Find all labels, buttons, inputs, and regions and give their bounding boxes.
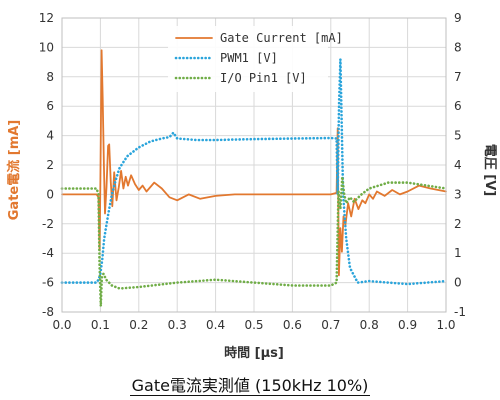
x-tick-label: 0.7 — [321, 318, 340, 332]
legend-label-gate-current: Gate Current [mA] — [220, 31, 343, 45]
y-left-tick-label: 12 — [39, 11, 54, 25]
y-right-tick-label: 6 — [454, 99, 462, 113]
x-tick-label: 0.8 — [360, 318, 379, 332]
y-left-tick-label: -4 — [42, 246, 54, 260]
y-left-tick-label: -6 — [42, 276, 54, 290]
x-tick-label: 0.9 — [398, 318, 417, 332]
y-left-tick-label: -2 — [42, 217, 54, 231]
y-left-tick-label: -8 — [42, 305, 54, 319]
y-right-tick-label: 4 — [454, 158, 462, 172]
y-right-tick-label: 1 — [454, 246, 462, 260]
legend: Gate Current [mA] PWM1 [V] I/O Pin1 [V] — [168, 26, 343, 92]
y-right-tick-label: -1 — [454, 305, 466, 319]
y-right-tick-label: 3 — [454, 187, 462, 201]
y-axis-right-label: 電圧 [V] — [482, 144, 497, 196]
y-left-tick-label: 10 — [39, 40, 54, 54]
y-right-tick-label: 0 — [454, 276, 462, 290]
y-left-tick-label: 0 — [46, 187, 54, 201]
plot-frame — [61, 17, 447, 313]
series-line-io-pin1 — [60, 175, 448, 308]
series-line-pwm1 — [60, 57, 448, 286]
series-layer — [60, 49, 448, 308]
x-tick-label: 0.3 — [168, 318, 187, 332]
caption-text: Gate電流実測値 (150kHz 10%) — [129, 376, 371, 396]
y-right-tick-label: 7 — [454, 70, 462, 84]
x-tick-label: 0.4 — [206, 318, 225, 332]
chart: 0.0 0.1 0.2 0.3 0.4 0.5 0.6 0.7 0.8 0.9 1.0 -8 -6 -4 -… — [6, 11, 497, 361]
chart-caption: Gate電流実測値 (150kHz 10%) — [0, 372, 500, 396]
tick-labels: 0.0 0.1 0.2 0.3 0.4 0.5 0.6 0.7 0.8 0.9 1.0 -8 -6 -4 -… — [39, 11, 466, 332]
x-tick-label: 1.0 — [436, 318, 455, 332]
legend-label-io-pin1: I/O Pin1 [V] — [220, 71, 307, 85]
y-right-tick-label: 5 — [454, 129, 462, 143]
x-tick-label: 0.2 — [129, 318, 148, 332]
y-left-tick-label: 6 — [46, 99, 54, 113]
x-tick-label: 0.5 — [244, 318, 263, 332]
x-tick-label: 0.6 — [283, 318, 302, 332]
x-tick-label: 0.1 — [91, 318, 110, 332]
x-tick-label: 0.0 — [52, 318, 71, 332]
y-right-tick-label: 9 — [454, 11, 462, 25]
y-left-tick-label: 4 — [46, 129, 54, 143]
y-left-tick-label: 8 — [46, 70, 54, 84]
y-left-tick-label: 2 — [46, 158, 54, 172]
series-line-gate-current — [61, 49, 447, 277]
y-right-tick-label: 8 — [454, 40, 462, 54]
x-axis-label: 時間 [μs] — [224, 345, 284, 361]
legend-label-pwm1: PWM1 [V] — [220, 51, 278, 65]
y-axis-left-label: Gate電流 [mA] — [6, 120, 22, 221]
y-right-tick-label: 2 — [454, 217, 462, 231]
